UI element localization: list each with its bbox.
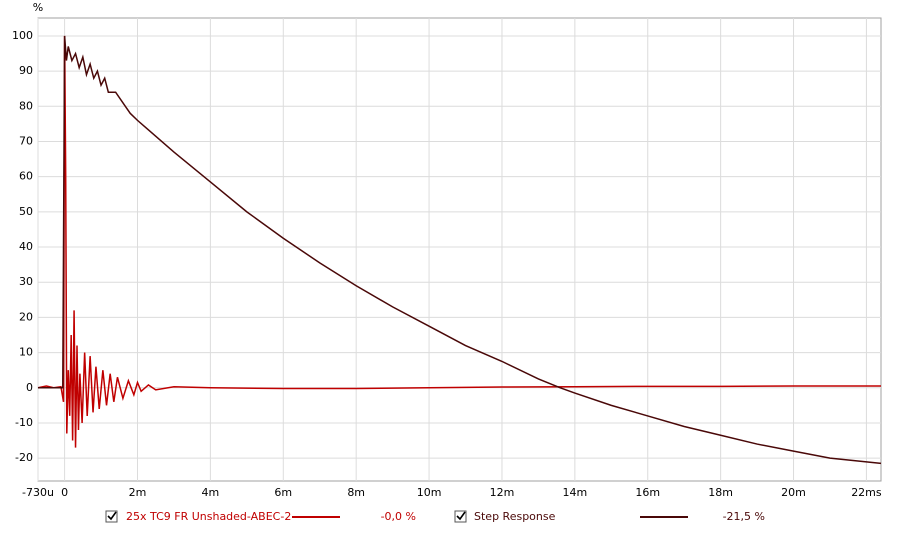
- checkmark: [456, 511, 466, 521]
- x-tick-label: 6m: [274, 486, 292, 499]
- x-tick-label: 12m: [490, 486, 515, 499]
- plot-area: [37, 17, 882, 482]
- legend-label: Step Response: [474, 510, 556, 523]
- x-tick-label: 14m: [562, 486, 587, 499]
- legend-readout: -21,5 %: [723, 510, 765, 523]
- y-tick-label: 10: [19, 346, 33, 359]
- y-tick-label: 80: [19, 99, 33, 112]
- x-tick-label: 10m: [417, 486, 442, 499]
- y-tick-label: 100: [12, 29, 33, 42]
- checkbox[interactable]: [454, 510, 467, 523]
- checkbox[interactable]: [105, 510, 118, 523]
- y-tick-label: 0: [26, 381, 33, 394]
- x-tick-label: 22ms: [851, 486, 882, 499]
- series-line: [37, 35, 881, 448]
- y-tick-label: 20: [19, 310, 33, 323]
- legend: 25x TC9 FR Unshaded-ABEC-2 -0,0 % Step R…: [105, 510, 765, 523]
- x-tick-label: 4m: [202, 486, 220, 499]
- x-tick-label: 20m: [781, 486, 806, 499]
- y-tick-label: -10: [15, 416, 33, 429]
- y-axis-label: %: [33, 1, 43, 14]
- x-tick-label: 16m: [635, 486, 660, 499]
- y-tick-label: 60: [19, 170, 33, 183]
- y-tick-label: 40: [19, 240, 33, 253]
- y-tick-label: 90: [19, 64, 33, 77]
- x-tick-label: 0: [61, 486, 68, 499]
- x-tick-label: -730u: [22, 486, 54, 499]
- y-tick-label: -20: [15, 451, 33, 464]
- legend-readout: -0,0 %: [381, 510, 416, 523]
- legend-label: 25x TC9 FR Unshaded-ABEC-2: [126, 510, 291, 523]
- x-tick-label: 18m: [708, 486, 733, 499]
- x-tick-label: 8m: [347, 486, 365, 499]
- y-tick-label: 70: [19, 134, 33, 147]
- y-tick-label: 30: [19, 275, 33, 288]
- y-tick-label: 50: [19, 205, 33, 218]
- series-line: [38, 35, 882, 465]
- x-tick-label: 2m: [129, 486, 147, 499]
- checkmark: [107, 511, 117, 521]
